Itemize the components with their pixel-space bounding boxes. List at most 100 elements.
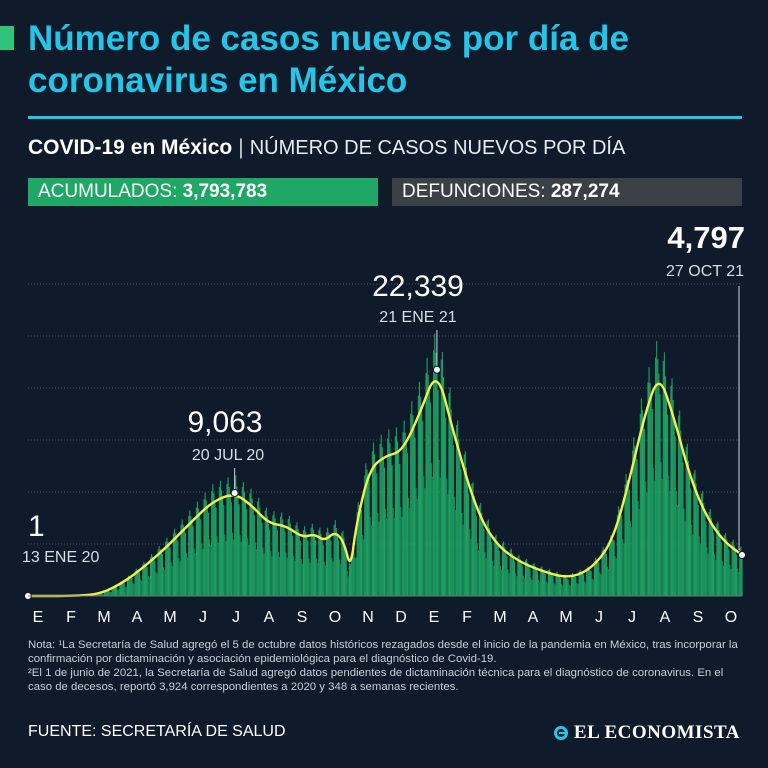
bar — [163, 567, 165, 596]
bar — [134, 570, 136, 596]
bar — [386, 518, 388, 596]
bar — [321, 539, 323, 596]
bar — [295, 525, 297, 596]
bar — [686, 443, 688, 596]
bar — [704, 512, 706, 596]
bar — [707, 553, 709, 596]
bar — [105, 590, 107, 596]
bar — [310, 527, 312, 596]
bar — [492, 560, 494, 596]
bar — [454, 510, 457, 596]
bar — [301, 563, 303, 596]
x-tick-label: A — [528, 609, 539, 626]
bar — [168, 544, 170, 596]
bar — [553, 582, 555, 596]
x-tick-label: M — [163, 609, 176, 626]
bar — [676, 505, 679, 596]
bar — [322, 544, 324, 596]
bar — [308, 558, 310, 596]
bar — [672, 400, 674, 596]
bar — [716, 523, 718, 596]
bar — [734, 550, 736, 596]
bar — [393, 517, 395, 596]
bar — [265, 507, 267, 596]
bar — [296, 522, 298, 596]
bar — [377, 512, 379, 596]
bar — [526, 558, 528, 596]
annotation-dot — [738, 551, 746, 560]
x-tick-label: S — [693, 609, 704, 626]
bar — [662, 361, 664, 596]
bar — [179, 561, 181, 596]
bar — [277, 551, 279, 596]
bar — [457, 420, 459, 596]
bar — [106, 590, 108, 596]
bar — [669, 491, 671, 596]
bar — [111, 587, 113, 596]
bar — [456, 425, 458, 596]
bar — [324, 565, 326, 596]
bar — [316, 558, 318, 596]
bar — [285, 552, 287, 596]
bar — [613, 540, 615, 596]
bar — [671, 378, 673, 596]
bar — [601, 550, 603, 596]
bar — [485, 558, 487, 596]
bar — [557, 574, 559, 596]
bar — [611, 539, 613, 596]
bar — [282, 519, 284, 596]
bar — [362, 535, 364, 596]
bar — [157, 549, 159, 596]
bar — [625, 474, 627, 596]
bar — [123, 583, 125, 596]
bar — [430, 463, 433, 596]
x-tick-label: J — [199, 609, 207, 626]
bar — [228, 486, 230, 596]
bar — [100, 593, 102, 596]
bar — [147, 575, 149, 596]
bar — [344, 546, 346, 596]
bar — [500, 569, 502, 596]
bar — [205, 500, 207, 596]
bar — [154, 560, 156, 596]
source-credit: FUENTE: SECRETARÍA DE SALUD — [28, 723, 286, 740]
bar — [705, 521, 707, 596]
bar — [684, 520, 686, 596]
annotation-dot — [432, 365, 441, 374]
bar — [248, 545, 250, 596]
bar — [380, 434, 382, 596]
bar — [183, 528, 185, 596]
bar — [223, 505, 225, 596]
bar — [593, 561, 595, 596]
bar — [544, 573, 546, 596]
annotation-date: 20 JUL 20 — [192, 447, 264, 464]
bar — [464, 451, 466, 596]
bar — [389, 443, 391, 596]
bar — [729, 564, 731, 596]
bar — [397, 441, 399, 596]
bar — [441, 352, 443, 596]
bar — [98, 593, 100, 596]
bar — [387, 438, 389, 596]
bar — [568, 584, 570, 596]
bar — [203, 499, 205, 596]
bar — [574, 575, 576, 596]
bar — [432, 476, 434, 596]
bar — [637, 500, 639, 596]
bar — [229, 494, 231, 596]
subtitle-separator: | — [238, 136, 244, 159]
annotation-dot — [230, 489, 239, 498]
bar — [435, 352, 437, 596]
title-divider — [28, 116, 742, 119]
bar — [422, 421, 424, 596]
bar — [255, 549, 258, 596]
bar — [541, 566, 543, 596]
bar — [452, 445, 454, 596]
bar — [470, 538, 472, 596]
bar — [551, 573, 553, 596]
bar — [491, 541, 493, 596]
bar — [345, 554, 347, 596]
x-tick-label: O — [329, 609, 341, 626]
bar — [352, 551, 354, 596]
bar — [224, 534, 226, 596]
